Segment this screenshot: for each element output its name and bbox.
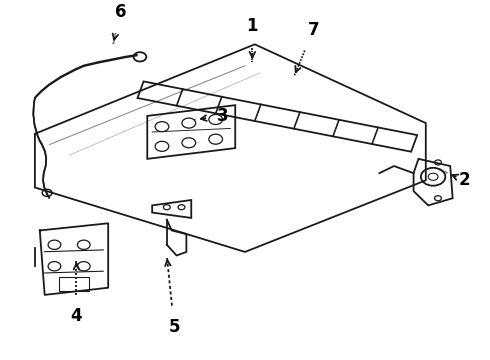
- Text: 6: 6: [115, 3, 126, 21]
- Text: 2: 2: [459, 171, 471, 189]
- Text: 1: 1: [246, 17, 258, 35]
- Text: 7: 7: [308, 21, 319, 39]
- Text: 5: 5: [169, 318, 180, 336]
- Text: 4: 4: [71, 307, 82, 325]
- Text: 3: 3: [217, 107, 229, 125]
